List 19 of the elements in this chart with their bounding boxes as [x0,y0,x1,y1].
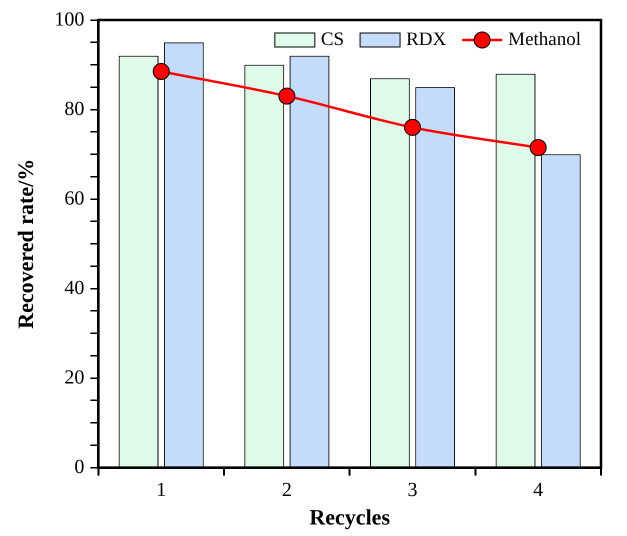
y-tick-label: 0 [74,456,84,478]
point [530,139,547,156]
y-tick-label: 20 [64,366,84,388]
y-axis-title: Recovered rate/% [12,158,38,329]
y-tick-label: 60 [64,187,84,210]
y-tick-label: 40 [64,276,84,299]
x-tick-label: 1 [156,478,166,501]
x-tick-label: 2 [282,478,292,501]
point [278,88,296,105]
y-tick-label: 100 [54,8,84,30]
point [404,118,422,136]
point [152,62,170,80]
legend-label: RDX [406,28,446,50]
legend-label: Methanol [508,28,582,50]
legend-label: CS [320,28,344,50]
y-tick-label: 80 [64,98,84,120]
x-tick-label: 3 [408,478,418,501]
x-tick-label: 4 [533,478,544,501]
x-axis-title: Recycles [309,504,390,530]
